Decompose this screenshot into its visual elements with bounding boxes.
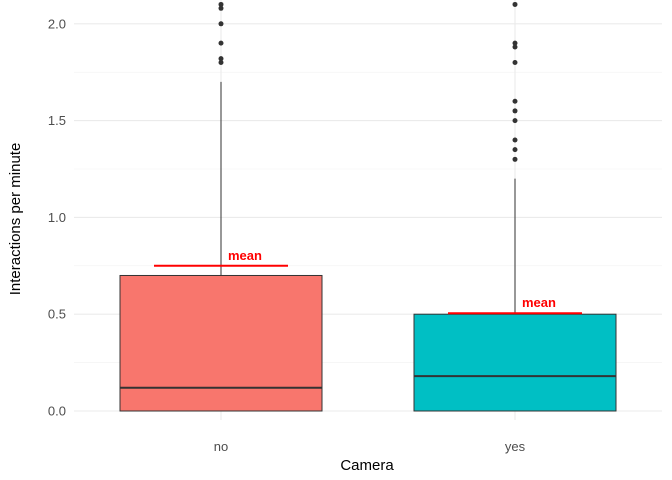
outlier-point [218, 60, 224, 66]
x-tick-label: no [214, 439, 228, 454]
x-axis-ticks: no yes [214, 439, 526, 454]
outlier-point [218, 40, 224, 46]
outlier-point [512, 108, 518, 114]
x-tick-label: yes [505, 439, 526, 454]
y-tick-label: 1.0 [48, 210, 66, 225]
outlier-point [512, 98, 518, 104]
box-body [413, 313, 617, 412]
outlier-point [512, 60, 518, 66]
outlier-point [218, 1, 224, 7]
y-tick-label: 0.0 [48, 404, 66, 419]
outlier-point [512, 156, 518, 162]
x-axis-title: Camera [340, 457, 394, 474]
y-tick-label: 1.5 [48, 113, 66, 128]
y-axis-title: Interactions per minute [7, 143, 24, 296]
y-axis-ticks: 0.0 0.5 1.0 1.5 2.0 [48, 16, 66, 418]
outlier-point [512, 44, 518, 50]
outlier-point [218, 21, 224, 27]
y-tick-label: 0.5 [48, 307, 66, 322]
outlier-point [512, 137, 518, 143]
y-tick-label: 2.0 [48, 16, 66, 31]
box-yes: mean [413, 1, 617, 412]
outlier-point [512, 40, 518, 46]
outlier-point [512, 1, 518, 7]
outlier-point [512, 118, 518, 124]
box-body [119, 274, 323, 412]
box-no: mean [119, 1, 323, 412]
boxes: mean mean [119, 1, 617, 412]
mean-label: mean [228, 248, 262, 263]
outlier-point [218, 56, 224, 62]
outlier-point [218, 5, 224, 11]
mean-label: mean [522, 295, 556, 310]
outlier-point [512, 147, 518, 153]
